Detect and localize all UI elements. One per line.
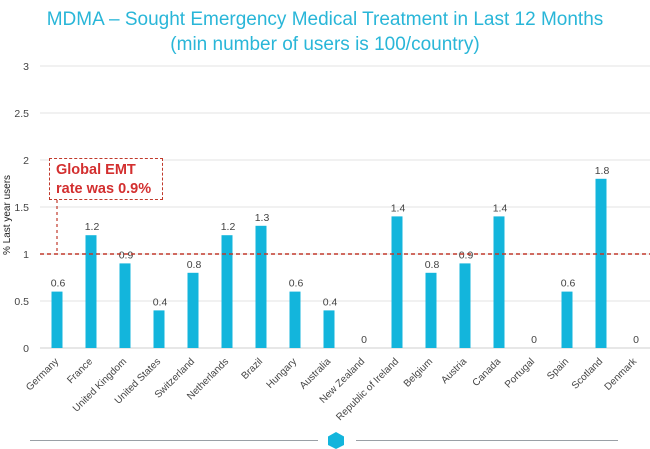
bar (187, 272, 199, 348)
data-label: 0.4 (153, 296, 168, 308)
bar (289, 291, 301, 348)
data-label: 0.8 (187, 259, 202, 271)
bar (595, 178, 607, 348)
y-tick-label: 0.5 (14, 296, 29, 308)
chart-title: MDMA – Sought Emergency Medical Treatmen… (46, 9, 604, 30)
chart-subtitle: (min number of users is 100/country) (170, 34, 480, 55)
y-tick-label: 3 (23, 61, 29, 73)
bar (51, 291, 63, 348)
data-label: 0.6 (561, 278, 576, 290)
x-tick-label: France (65, 356, 95, 386)
x-tick-label: Belgium (402, 356, 435, 389)
x-tick-label: Germany (24, 356, 61, 393)
data-label: 0 (633, 334, 639, 346)
data-label: 0.9 (119, 249, 134, 261)
annotation-line-1: Global EMT (56, 162, 136, 178)
x-tick-label: Portugal (503, 356, 537, 390)
data-label: 1.8 (595, 165, 610, 177)
y-tick-label: 2 (23, 155, 29, 167)
y-tick-label: 1.5 (14, 202, 29, 214)
data-label: 1.4 (493, 202, 508, 214)
x-tick-label: Brazil (240, 356, 265, 381)
global-rate-annotation: Global EMT rate was 0.9% (49, 158, 163, 200)
bar (119, 263, 131, 348)
bar (561, 291, 573, 348)
data-label: 1.2 (85, 221, 100, 233)
x-tick-label: Scotland (570, 356, 605, 391)
data-label: 0 (531, 334, 537, 346)
x-tick-label: Austria (439, 356, 469, 386)
y-axis-label: % Last year users (2, 175, 13, 255)
bar (493, 216, 505, 348)
y-tick-label: 0 (23, 343, 29, 355)
bar (459, 263, 471, 348)
bar (425, 272, 437, 348)
footer-divider-right (356, 440, 618, 441)
x-tick-label: Republic of Ireland (334, 356, 401, 423)
footer-divider-left (30, 440, 318, 441)
y-tick-label: 1 (23, 249, 29, 261)
bar (221, 235, 233, 348)
data-label: 1.2 (221, 221, 236, 233)
hexagon-logo-icon (328, 432, 344, 449)
data-label: 0.6 (289, 278, 304, 290)
data-label: 0.6 (51, 278, 66, 290)
data-label: 1.4 (391, 202, 406, 214)
bar (323, 310, 335, 348)
x-tick-label: Hungary (265, 356, 300, 391)
data-label: 0 (361, 334, 367, 346)
x-tick-label: Denmark (603, 356, 640, 393)
bar (85, 235, 97, 348)
data-label: 0.8 (425, 259, 440, 271)
x-tick-label: Canada (471, 356, 504, 389)
data-label: 0.9 (459, 249, 474, 261)
data-label: 1.3 (255, 212, 270, 224)
data-label: 0.4 (323, 296, 338, 308)
annotation-line-2: rate was 0.9% (56, 181, 152, 197)
y-tick-label: 2.5 (14, 108, 29, 120)
bar (153, 310, 165, 348)
x-tick-label: Spain (545, 356, 571, 382)
bar (391, 216, 403, 348)
bar (255, 225, 267, 348)
